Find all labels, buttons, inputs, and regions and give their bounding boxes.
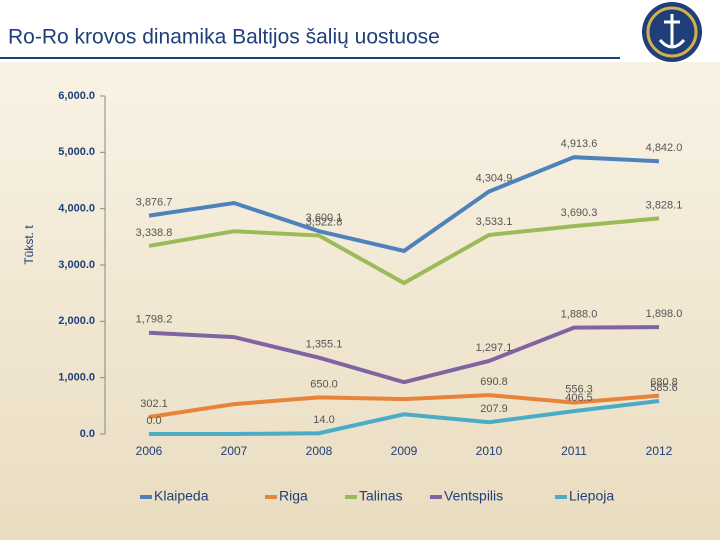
y-tick-label: 4,000.0 [58,203,95,215]
series-line [149,399,660,436]
data-label: 4,304.9 [476,172,513,184]
data-label: 1,898.0 [646,308,683,320]
y-tick-label: 0.0 [80,428,95,440]
series-line [148,216,660,286]
legend-label: Riga [279,488,308,504]
data-label: 3,876.7 [136,197,173,209]
legend-label: Liepoja [569,488,614,504]
y-tick-label: 1,000.0 [58,372,95,384]
y-axis-label: Tūkst. t [22,225,36,265]
legend-label: Klaipeda [154,488,209,504]
data-label: 3,600.1 [306,212,343,224]
data-label: 1,798.2 [136,314,173,326]
x-tick-label: 2006 [136,444,163,458]
data-label: 680.8 [650,377,678,389]
data-label: 0.0 [146,415,161,427]
data-label: 3,522.8 [306,216,343,228]
series-line [148,155,660,254]
legend-label: Ventspilis [444,488,503,504]
data-label: 585.6 [650,382,678,394]
data-label: 3,828.1 [646,199,683,211]
logo [642,2,702,62]
data-label: 14.0 [313,414,334,426]
x-tick-label: 2012 [646,444,673,458]
data-label: 406.5 [565,392,593,404]
data-label: 1,297.1 [476,342,513,354]
data-label: 650.0 [310,378,338,390]
data-label: 4,842.0 [646,142,683,154]
data-label: 4,913.6 [561,138,598,150]
data-label: 3,533.1 [476,216,513,228]
y-tick-label: 5,000.0 [58,146,95,158]
y-tick-label: 3,000.0 [58,259,95,271]
data-label: 3,690.3 [561,207,598,219]
x-tick-label: 2007 [221,444,248,458]
data-label: 690.8 [480,376,508,388]
data-label: 1,888.0 [561,309,598,321]
chart-title: Ro-Ro krovos dinamika Baltijos šalių uos… [8,26,440,49]
data-label: 1,355.1 [306,339,343,351]
x-tick-label: 2009 [391,444,418,458]
title-band [0,0,720,62]
data-label: 302.1 [140,398,168,410]
x-tick-label: 2011 [561,444,587,458]
data-label: 556.3 [565,384,593,396]
series-line [148,393,660,419]
data-label: 207.9 [480,403,508,415]
x-tick-label: 2008 [306,444,333,458]
series-line [148,325,660,385]
data-label: 3,338.8 [136,227,173,239]
y-tick-label: 2,000.0 [58,315,95,327]
y-tick-label: 6,000.0 [58,90,95,102]
x-tick-label: 2010 [476,444,503,458]
legend-label: Talinas [359,488,403,504]
